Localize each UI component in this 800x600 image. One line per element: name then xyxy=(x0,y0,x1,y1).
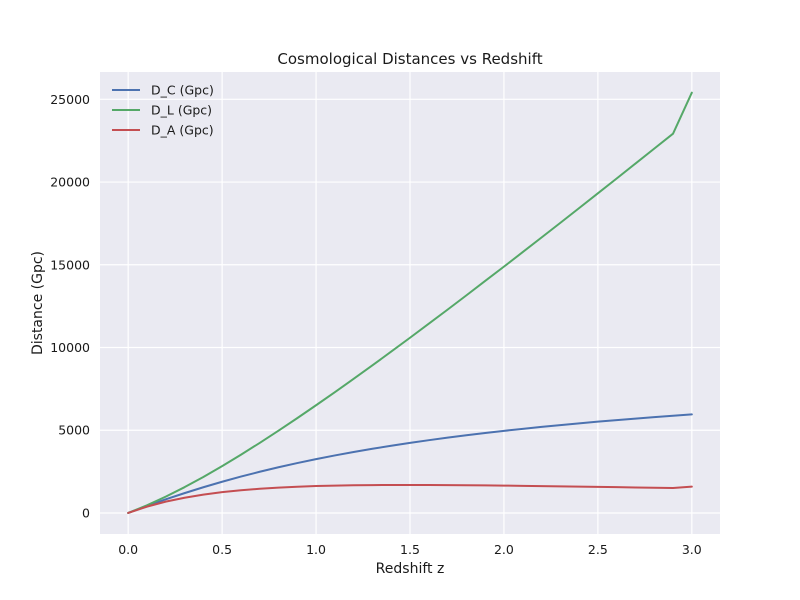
y-tick-label: 10000 xyxy=(50,340,90,355)
x-tick-label: 0.0 xyxy=(118,542,138,557)
y-tick-label: 25000 xyxy=(50,92,90,107)
series-lines xyxy=(127,91,693,514)
chart-title: Cosmological Distances vs Redshift xyxy=(277,50,542,68)
y-tick-label: 5000 xyxy=(58,423,90,438)
x-tick-label: 2.5 xyxy=(588,542,608,557)
x-tick-label: 3.0 xyxy=(682,542,702,557)
series-line-2 xyxy=(127,91,693,514)
y-grid xyxy=(100,98,720,514)
x-tick-label: 1.5 xyxy=(400,542,420,557)
y-tick-label: 15000 xyxy=(50,257,90,272)
x-grid xyxy=(127,72,693,534)
x-axis-label: Redshift z xyxy=(376,561,445,577)
legend-label: D_L (Gpc) xyxy=(151,103,212,118)
x-tick-label: 0.5 xyxy=(212,542,232,557)
series-line-3 xyxy=(127,483,693,514)
y-tick-label: 0 xyxy=(82,505,90,520)
legend: D_C (Gpc) D_L (Gpc) D_A (Gpc) xyxy=(112,83,214,138)
x-tick-label: 2.0 xyxy=(494,542,514,557)
y-tick-labels: 0 5000 10000 15000 20000 25000 xyxy=(50,92,90,521)
series-line-1 xyxy=(127,413,693,514)
y-axis-label: Distance (Gpc) xyxy=(30,251,46,355)
legend-label: D_A (Gpc) xyxy=(151,123,214,138)
x-tick-label: 1.0 xyxy=(306,542,326,557)
x-tick-labels: 0.0 0.5 1.0 1.5 2.0 2.5 3.0 xyxy=(118,542,702,557)
y-tick-label: 20000 xyxy=(50,175,90,190)
legend-label: D_C (Gpc) xyxy=(151,83,214,98)
